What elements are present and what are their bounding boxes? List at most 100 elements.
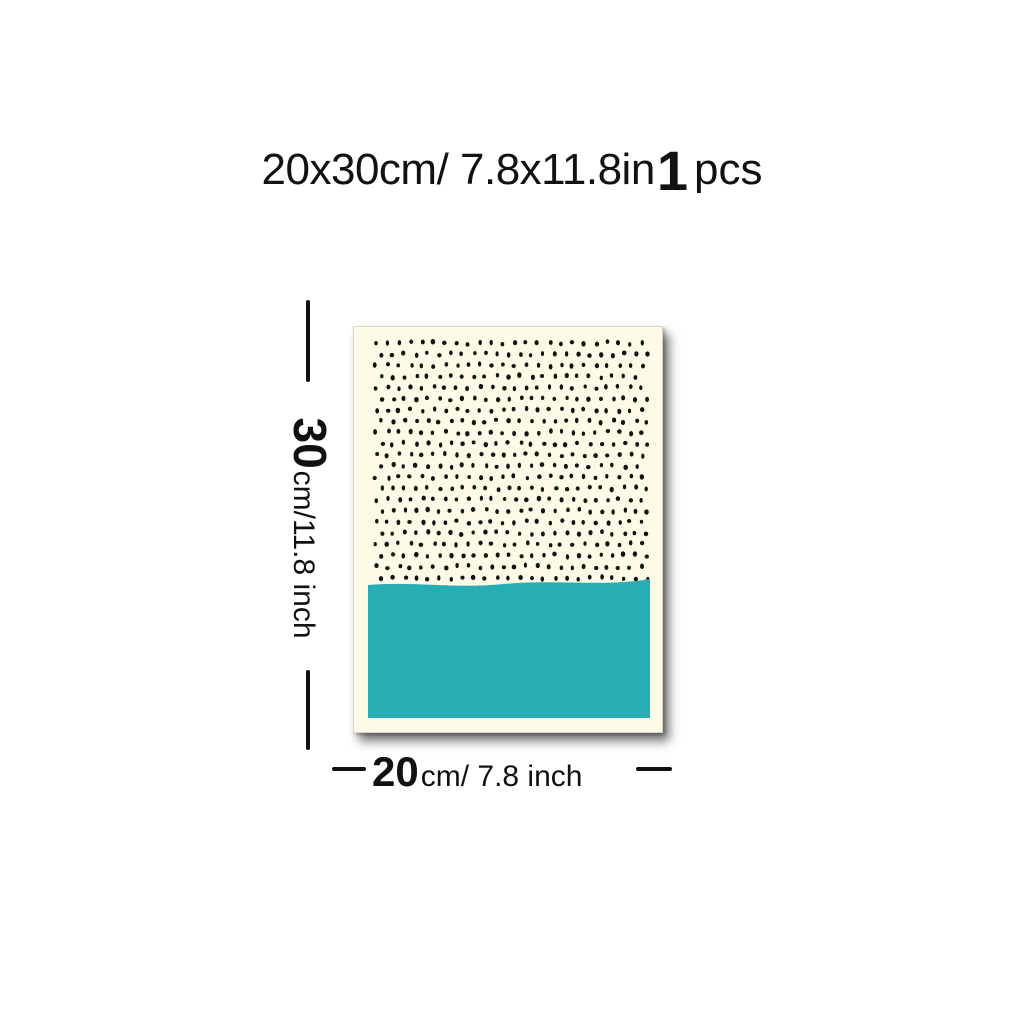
polka-dot bbox=[620, 419, 626, 425]
polka-dot bbox=[587, 574, 592, 580]
polka-dot bbox=[396, 519, 401, 526]
polka-dot bbox=[472, 485, 477, 490]
polka-dot bbox=[628, 498, 634, 503]
polka-dot bbox=[443, 428, 449, 434]
width-dimension-line-right bbox=[636, 767, 672, 771]
polka-dot bbox=[517, 418, 521, 424]
polka-dot bbox=[449, 576, 453, 582]
polka-dot bbox=[459, 374, 464, 379]
polka-dot bbox=[629, 384, 633, 389]
polka-dot bbox=[534, 518, 539, 524]
polka-dot bbox=[570, 407, 575, 414]
polka-dot bbox=[435, 419, 441, 425]
polka-dot bbox=[645, 442, 650, 447]
polka-dot bbox=[465, 431, 470, 437]
polka-dot bbox=[644, 554, 649, 559]
polka-dot bbox=[623, 464, 628, 470]
polka-dot bbox=[582, 454, 587, 459]
polka-dot bbox=[506, 374, 511, 380]
polka-dot bbox=[560, 406, 564, 411]
polka-dot bbox=[414, 551, 419, 558]
polka-dot bbox=[449, 440, 454, 446]
polka-dot bbox=[478, 520, 483, 525]
polka-dot bbox=[581, 362, 586, 368]
polka-dot bbox=[459, 462, 464, 468]
polka-dot bbox=[598, 419, 603, 426]
polka-dot bbox=[575, 440, 579, 446]
polka-dot bbox=[448, 373, 453, 378]
polka-dot bbox=[632, 551, 638, 557]
polka-dot bbox=[615, 340, 621, 346]
polka-dot bbox=[431, 364, 436, 369]
polka-dot bbox=[502, 407, 506, 412]
polka-dot bbox=[449, 418, 454, 424]
polka-dot bbox=[537, 474, 542, 480]
polka-dot bbox=[593, 430, 597, 435]
polka-dot bbox=[639, 474, 644, 480]
polka-dot bbox=[403, 507, 408, 513]
polka-dot bbox=[621, 350, 627, 356]
polka-dot bbox=[407, 406, 413, 412]
polka-dot bbox=[448, 398, 453, 403]
polka-dot bbox=[587, 554, 592, 559]
polka-dot bbox=[441, 385, 447, 390]
polka-dot bbox=[610, 462, 614, 468]
polka-dot bbox=[426, 529, 431, 535]
polka-dot bbox=[546, 406, 551, 412]
polka-dot bbox=[496, 487, 501, 493]
polka-dot bbox=[390, 375, 395, 381]
polka-dot bbox=[460, 484, 464, 490]
polka-dot bbox=[387, 475, 391, 481]
polka-dot bbox=[380, 374, 384, 379]
polka-dot bbox=[645, 396, 650, 402]
polka-dot bbox=[396, 540, 400, 545]
polka-dot bbox=[612, 417, 617, 423]
polka-dot bbox=[575, 486, 580, 491]
polka-dot bbox=[444, 474, 448, 479]
polka-dot bbox=[496, 575, 500, 580]
polka-dot bbox=[599, 552, 603, 557]
polka-dot bbox=[392, 397, 397, 402]
polka-dot bbox=[466, 521, 472, 526]
polka-dot bbox=[502, 385, 507, 391]
polka-dot bbox=[378, 464, 384, 469]
polka-dot bbox=[574, 463, 579, 468]
polka-dot bbox=[455, 452, 459, 458]
polka-dot bbox=[626, 518, 632, 524]
polka-dot bbox=[635, 464, 639, 469]
width-value: 20 bbox=[372, 748, 419, 795]
polka-dot bbox=[566, 507, 570, 513]
polka-dot bbox=[506, 418, 511, 424]
polka-dot bbox=[433, 406, 437, 412]
polka-dot bbox=[605, 339, 610, 344]
polka-dot bbox=[500, 431, 504, 436]
polka-dot bbox=[511, 406, 516, 412]
polka-dot bbox=[401, 395, 406, 402]
polka-dot bbox=[506, 352, 511, 358]
poster-artwork bbox=[353, 326, 663, 733]
polka-dot bbox=[432, 520, 436, 526]
polka-dot bbox=[386, 384, 391, 390]
polka-dot bbox=[471, 440, 476, 445]
polka-dot bbox=[418, 542, 424, 548]
polka-dot bbox=[552, 442, 558, 448]
polka-dot bbox=[481, 420, 487, 425]
polka-dot bbox=[397, 386, 401, 392]
polka-dot bbox=[570, 452, 575, 457]
polka-dot bbox=[512, 520, 516, 526]
polka-dot bbox=[617, 452, 622, 458]
polka-dot bbox=[627, 565, 631, 570]
polka-dot bbox=[384, 519, 389, 524]
polka-dot bbox=[466, 541, 470, 547]
polka-dot bbox=[599, 375, 603, 381]
polka-dot bbox=[542, 418, 546, 424]
polka-dot bbox=[623, 440, 628, 446]
width-dimension-line-left bbox=[332, 767, 366, 771]
polka-dot bbox=[385, 340, 390, 346]
polka-dot bbox=[459, 351, 463, 356]
polka-dot bbox=[576, 531, 582, 537]
polka-dot bbox=[632, 530, 637, 536]
polka-dot bbox=[495, 397, 501, 403]
polka-dot bbox=[443, 450, 447, 457]
polka-dot bbox=[530, 374, 535, 381]
